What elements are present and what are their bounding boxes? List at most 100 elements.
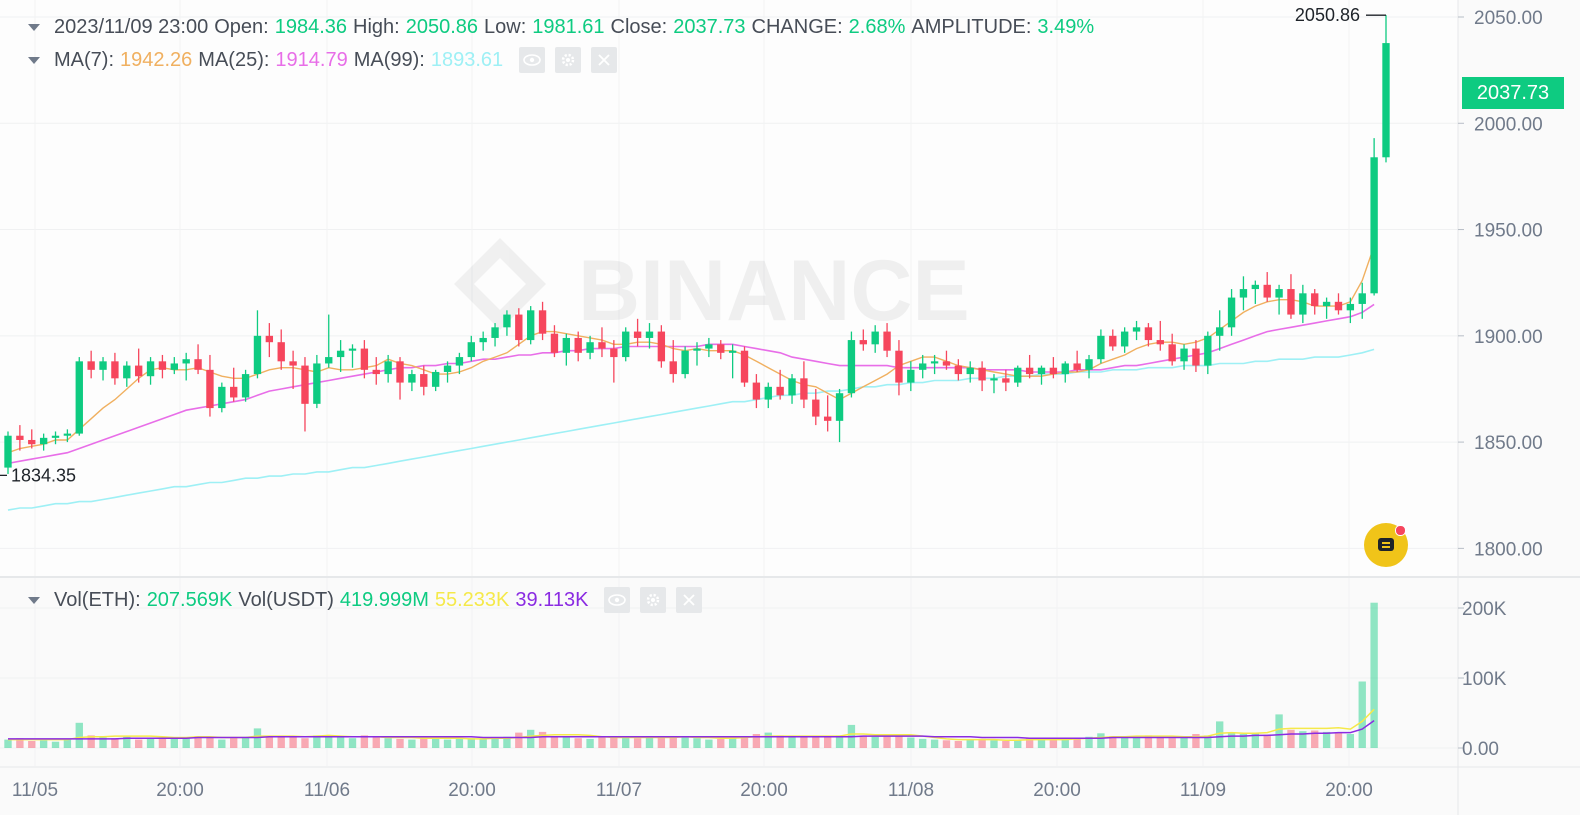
time-tick-label: 11/05: [12, 780, 58, 801]
candle: [859, 329, 867, 351]
candle-body: [1227, 297, 1236, 328]
candle-body: [16, 435, 24, 440]
candle: [1097, 329, 1105, 364]
ohlc-datetime: 2023/11/09 23:00: [54, 16, 209, 38]
close-value: 2037.73: [673, 16, 746, 38]
time-axis: 11/05 20:00 11/06 20:00 11/07 20:00 11/08 20:00…: [12, 780, 1373, 801]
candle: [919, 354, 927, 379]
volume-bar: [158, 738, 167, 748]
candle-body: [1311, 293, 1319, 307]
candle-body: [1049, 367, 1058, 375]
candle-body: [562, 337, 571, 353]
candle: [930, 354, 939, 375]
volume-legend: Vol(ETH): 207.569K Vol(USDT) 419.999M 55…: [28, 587, 703, 613]
volume-bar: [978, 738, 986, 748]
close-icon[interactable]: [591, 47, 618, 73]
time-tick-label: 11/07: [596, 780, 642, 801]
candle: [420, 365, 428, 396]
vol-usdt-value: 419.999M: [339, 588, 429, 611]
collapse-caret-icon[interactable]: [28, 24, 40, 31]
candle: [823, 395, 832, 432]
volume-bar: [1204, 735, 1212, 748]
candle: [586, 335, 594, 360]
candle-body: [111, 361, 119, 379]
ma99-line: [7, 348, 1375, 511]
gear-icon[interactable]: [640, 587, 667, 613]
candle-body: [610, 348, 618, 358]
candle: [265, 323, 274, 358]
candle: [1334, 293, 1343, 315]
candle-body: [978, 367, 986, 381]
candle-body: [1370, 157, 1378, 294]
candle-body: [158, 361, 167, 370]
close-icon[interactable]: [676, 587, 703, 613]
volume-bar: [75, 722, 83, 748]
candle: [16, 425, 24, 451]
price-tick-label: 1850.00: [1474, 433, 1543, 454]
candle: [467, 335, 475, 362]
volume-bar: [146, 738, 155, 748]
volume-tick-label: 0.00: [1462, 739, 1499, 760]
candle-body: [503, 314, 511, 328]
price-tick-label: 2000.00: [1474, 114, 1543, 135]
candle: [158, 354, 167, 379]
volume-bar: [384, 738, 392, 748]
candle-body: [396, 361, 404, 383]
candle: [4, 431, 12, 474]
candle-body: [1334, 301, 1343, 311]
candle: [1025, 354, 1034, 379]
candle-body: [420, 374, 428, 387]
candle: [645, 323, 654, 349]
candle: [895, 340, 903, 396]
candle-body: [1002, 378, 1010, 383]
candle-body: [206, 369, 214, 409]
candle-body: [1239, 289, 1248, 298]
candle: [111, 352, 119, 385]
candle-body: [705, 344, 713, 349]
eye-icon[interactable]: [604, 587, 631, 613]
volume-bar: [728, 737, 737, 748]
volume-axis: 200K 100K 0.00: [1458, 599, 1507, 760]
volume-bar: [1144, 735, 1153, 748]
candle-body: [1287, 289, 1295, 315]
volume-bar: [87, 735, 95, 748]
volume-bar: [705, 739, 713, 748]
eye-icon[interactable]: [519, 47, 546, 73]
volume-bar: [859, 735, 867, 748]
volume-bar: [1311, 730, 1319, 748]
volume-bar: [1073, 737, 1081, 748]
candle: [1014, 365, 1022, 387]
volume-bar: [1168, 738, 1176, 748]
volume-bar: [1287, 729, 1295, 748]
candle-body: [574, 337, 582, 353]
candle-body: [728, 350, 737, 353]
volume-bar: [1061, 738, 1069, 748]
ma7-value: 1942.26: [120, 48, 193, 71]
candle-body: [1192, 348, 1200, 366]
candle: [1120, 327, 1129, 353]
chat-button[interactable]: [1364, 523, 1408, 567]
price-pane-bg: [0, 0, 1458, 576]
candle: [372, 357, 380, 385]
time-tick-label: 20:00: [1325, 780, 1373, 801]
candle: [63, 429, 72, 443]
candle: [218, 382, 226, 413]
candle-body: [265, 335, 274, 343]
gear-icon[interactable]: [555, 47, 582, 73]
collapse-caret-icon[interactable]: [28, 56, 40, 64]
volume-bar: [812, 737, 820, 748]
candle: [776, 369, 784, 400]
candle-body: [1180, 348, 1188, 362]
candle: [313, 354, 321, 409]
candle: [847, 331, 856, 398]
candle-body: [277, 342, 285, 362]
time-tick-label: 20:00: [740, 780, 788, 801]
volume-bar: [277, 737, 285, 748]
volume-bar: [1120, 737, 1129, 748]
candle-body: [693, 348, 701, 351]
collapse-caret-icon[interactable]: [28, 596, 40, 604]
volume-ma2-line: [8, 719, 1375, 740]
candle: [1061, 361, 1069, 383]
candle: [717, 340, 725, 360]
